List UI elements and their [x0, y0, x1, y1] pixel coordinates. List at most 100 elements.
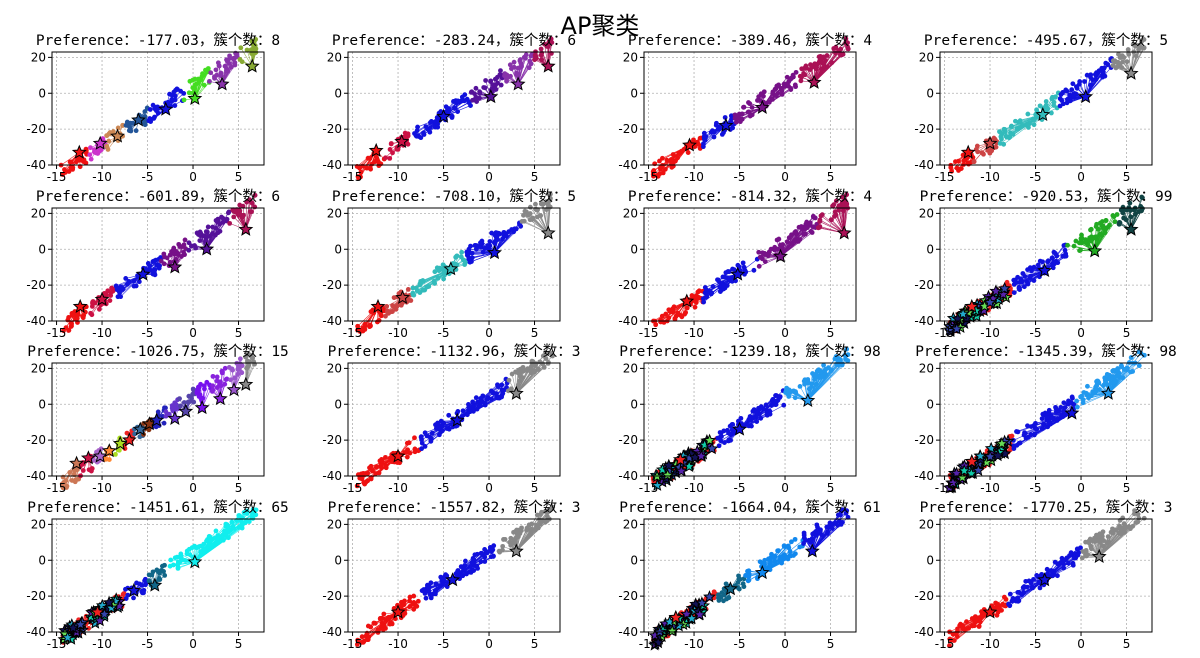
exemplar-star [540, 58, 556, 73]
data-point [794, 231, 800, 237]
y-tick-label: -20 [26, 278, 46, 292]
data-point [540, 201, 546, 207]
data-point [453, 254, 459, 260]
data-point [1001, 141, 1007, 147]
axes-frame [643, 51, 857, 166]
data-point [1102, 73, 1108, 79]
data-point [746, 416, 752, 422]
data-point [1088, 82, 1094, 88]
x-tick-label: 5 [1123, 170, 1131, 184]
data-point [695, 289, 701, 295]
y-tick-label: -40 [322, 158, 342, 172]
y-tick-label: 20 [327, 361, 342, 375]
data-point [373, 471, 379, 476]
data-point [1025, 111, 1031, 117]
x-tick-label: -5 [734, 170, 746, 184]
data-point [74, 315, 80, 321]
data-point [190, 391, 196, 397]
data-point [1060, 253, 1066, 259]
exemplar-star [94, 291, 110, 306]
data-point [131, 283, 137, 289]
data-point [68, 165, 74, 171]
subplot-10: -15 -10 -5 0 5200-20-40Preference：-1132.96，簇… [322, 342, 580, 495]
data-point [90, 299, 95, 305]
data-point [507, 62, 513, 68]
data-point [817, 224, 823, 229]
data-point [196, 394, 202, 399]
y-tick-label: 0 [630, 397, 638, 411]
data-point [194, 230, 200, 236]
data-point [213, 225, 219, 231]
data-point [383, 313, 388, 319]
data-point [1069, 87, 1075, 93]
data-point [383, 454, 388, 460]
data-point [547, 198, 553, 203]
data-point [703, 287, 709, 293]
data-point [115, 294, 121, 300]
data-point [192, 82, 198, 88]
data-point [539, 57, 545, 63]
data-point [1088, 74, 1093, 80]
data-point [495, 80, 500, 86]
data-point [822, 368, 827, 373]
data-point [210, 373, 216, 379]
data-point [501, 229, 507, 235]
x-tick-label: -10 [92, 481, 112, 495]
x-tick-label: 0 [485, 170, 493, 184]
data-point [772, 247, 778, 253]
data-point [803, 63, 809, 69]
data-point [387, 147, 393, 152]
data-point [214, 374, 220, 380]
data-point [829, 217, 834, 223]
data-point [131, 278, 137, 284]
data-point [1094, 221, 1100, 227]
data-point [201, 383, 207, 389]
data-point [388, 309, 394, 315]
data-point [545, 44, 551, 49]
data-point [92, 149, 97, 155]
data-point [133, 128, 139, 134]
data-point [395, 146, 401, 152]
y-tick-label: 20 [31, 50, 46, 64]
x-tick-label: -10 [92, 170, 112, 184]
data-point [802, 72, 808, 78]
data-point [413, 133, 419, 139]
data-point [711, 129, 717, 135]
data-point [365, 155, 371, 161]
data-point [1089, 237, 1095, 243]
x-tick-label: -15 [935, 326, 955, 340]
data-point [462, 92, 468, 98]
x-tick-label: 0 [781, 170, 789, 184]
data-point [464, 249, 470, 255]
subplot-title: Preference：-495.67，簇个数：5 [924, 31, 1168, 49]
data-point [1123, 217, 1129, 223]
data-point [728, 437, 734, 443]
data-point [777, 394, 783, 400]
data-point [107, 298, 113, 304]
data-point [517, 378, 523, 384]
exemplar-star [982, 135, 998, 150]
x-tick-label: -5 [734, 481, 746, 495]
data-point [1128, 214, 1134, 220]
subplot-title: Preference：-1132.96，簇个数：3 [328, 342, 581, 360]
exemplar-star [754, 99, 770, 114]
subplot-7: -15 -10 -5 0 5200-20-40Preference：-814.32，簇个… [618, 187, 872, 340]
data-point [784, 386, 790, 392]
data-point [1031, 278, 1037, 283]
data-point [237, 208, 243, 214]
data-point [1082, 239, 1088, 245]
data-point [1103, 218, 1109, 223]
axes-frame [347, 51, 561, 166]
data-point [185, 399, 191, 405]
cluster-link [822, 214, 845, 234]
x-tick-label: 0 [781, 481, 789, 495]
data-point [1112, 219, 1118, 225]
data-point [546, 39, 552, 45]
data-point [218, 73, 224, 79]
cluster-link [469, 252, 495, 263]
y-tick-label: 0 [926, 86, 934, 100]
data-point [529, 217, 535, 222]
data-point [209, 231, 215, 236]
data-point [391, 304, 397, 310]
subplot-5: -15 -10 -5 0 5200-20-40Preference：-601.89，簇个… [26, 187, 280, 340]
